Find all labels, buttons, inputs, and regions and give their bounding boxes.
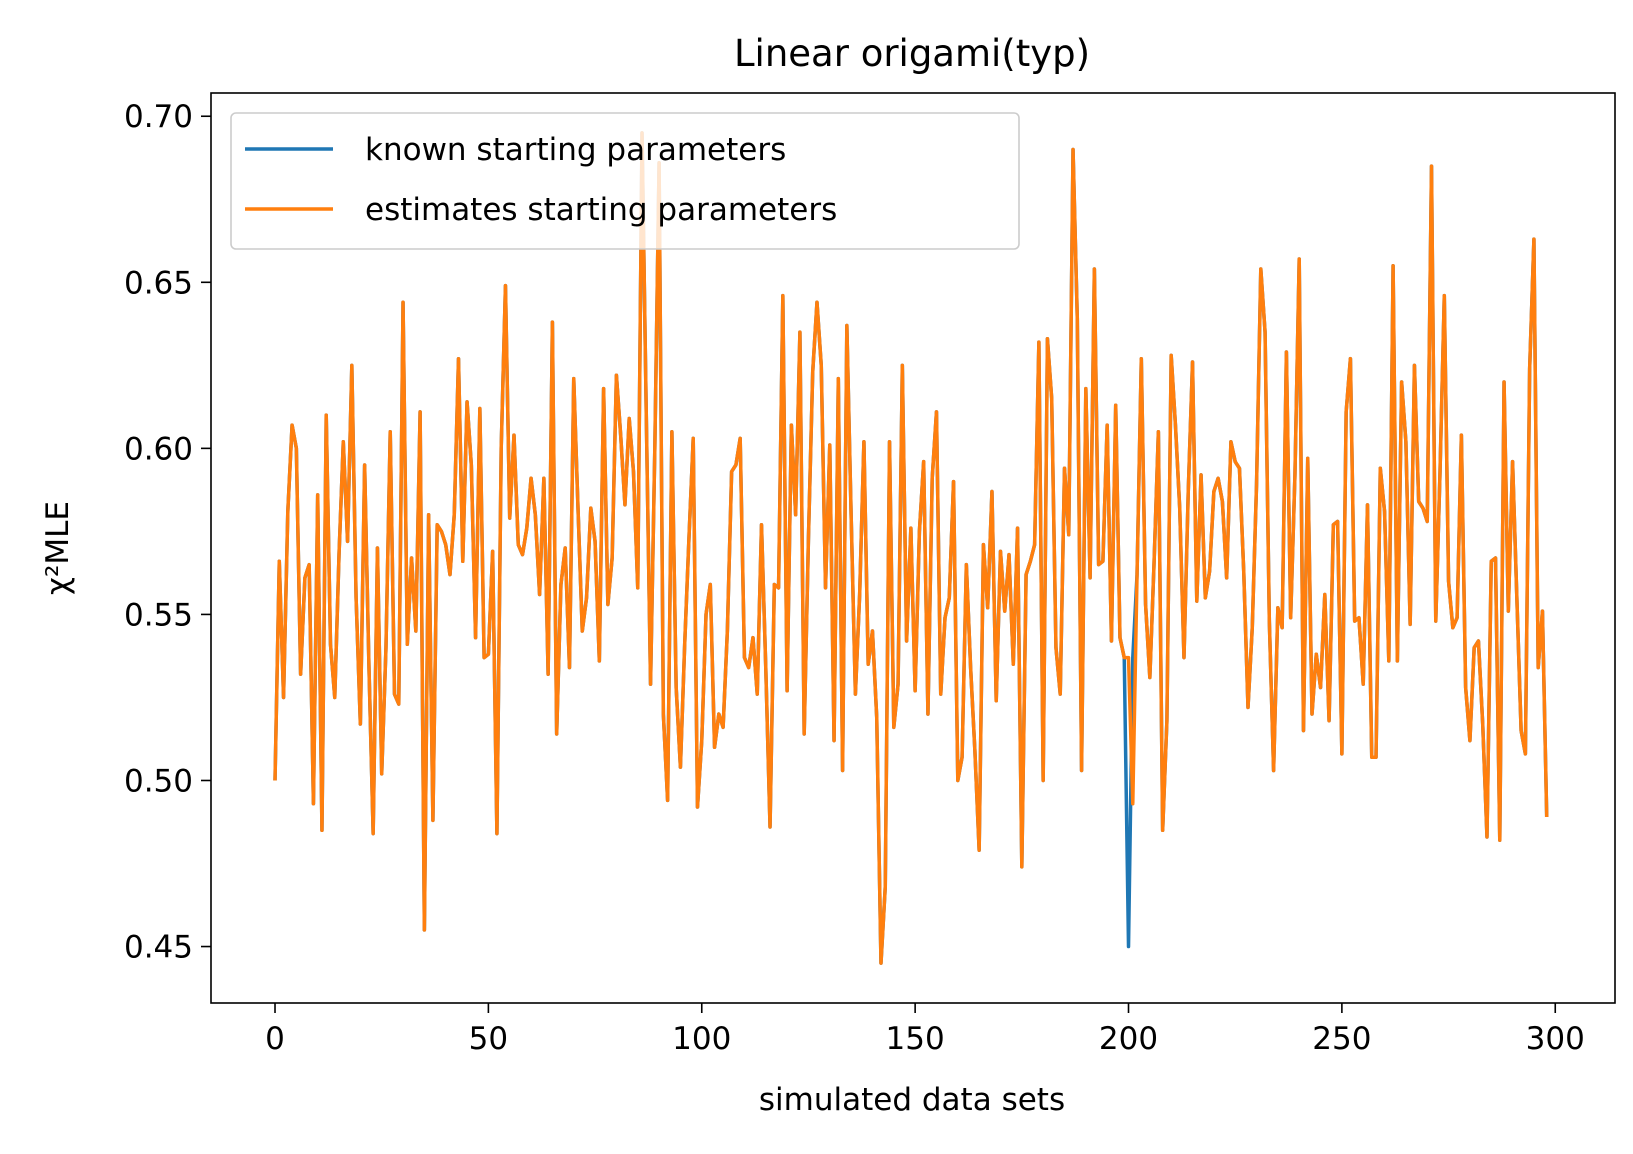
x-tick-label: 0 [265, 1021, 285, 1057]
y-tick-label: 0.60 [124, 431, 193, 467]
y-tick-label: 0.55 [124, 597, 193, 633]
legend-box [230, 112, 1020, 250]
y-tick-label: 0.45 [124, 930, 193, 966]
y-tick-label: 0.50 [124, 763, 193, 799]
y-tick-label: 0.70 [124, 99, 193, 135]
series-line-estimates [273, 131, 1549, 965]
y-axis-label: χ²MLE [40, 501, 76, 595]
x-axis-label: simulated data sets [759, 1082, 1065, 1118]
x-tick-label: 250 [1312, 1021, 1371, 1057]
series-layer [273, 131, 1549, 965]
x-tick-label: 150 [886, 1021, 945, 1057]
x-tick-label: 200 [1099, 1021, 1158, 1057]
y-tick-label: 0.65 [124, 265, 193, 301]
x-axis: 0 50 100 150 200 250 300 [265, 1003, 1585, 1057]
y-axis: 0.45 0.50 0.55 0.60 0.65 0.70 [124, 99, 211, 966]
plot-frame [210, 92, 1616, 1004]
x-tick-label: 300 [1526, 1021, 1585, 1057]
x-tick-label: 50 [469, 1021, 508, 1057]
x-tick-label: 100 [672, 1021, 731, 1057]
legend: known starting parameters estimates star… [230, 112, 1020, 250]
legend-label-estimates: estimates starting parameters [365, 192, 837, 228]
legend-label-known: known starting parameters [365, 132, 786, 168]
chart-title: Linear origami(typ) [734, 32, 1090, 75]
